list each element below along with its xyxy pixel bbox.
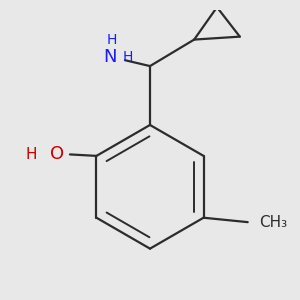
Text: CH₃: CH₃ <box>259 214 287 230</box>
Text: H: H <box>106 33 117 46</box>
Text: O: O <box>50 146 64 164</box>
Text: H: H <box>123 50 133 64</box>
Text: H: H <box>26 147 38 162</box>
Text: N: N <box>103 48 117 66</box>
